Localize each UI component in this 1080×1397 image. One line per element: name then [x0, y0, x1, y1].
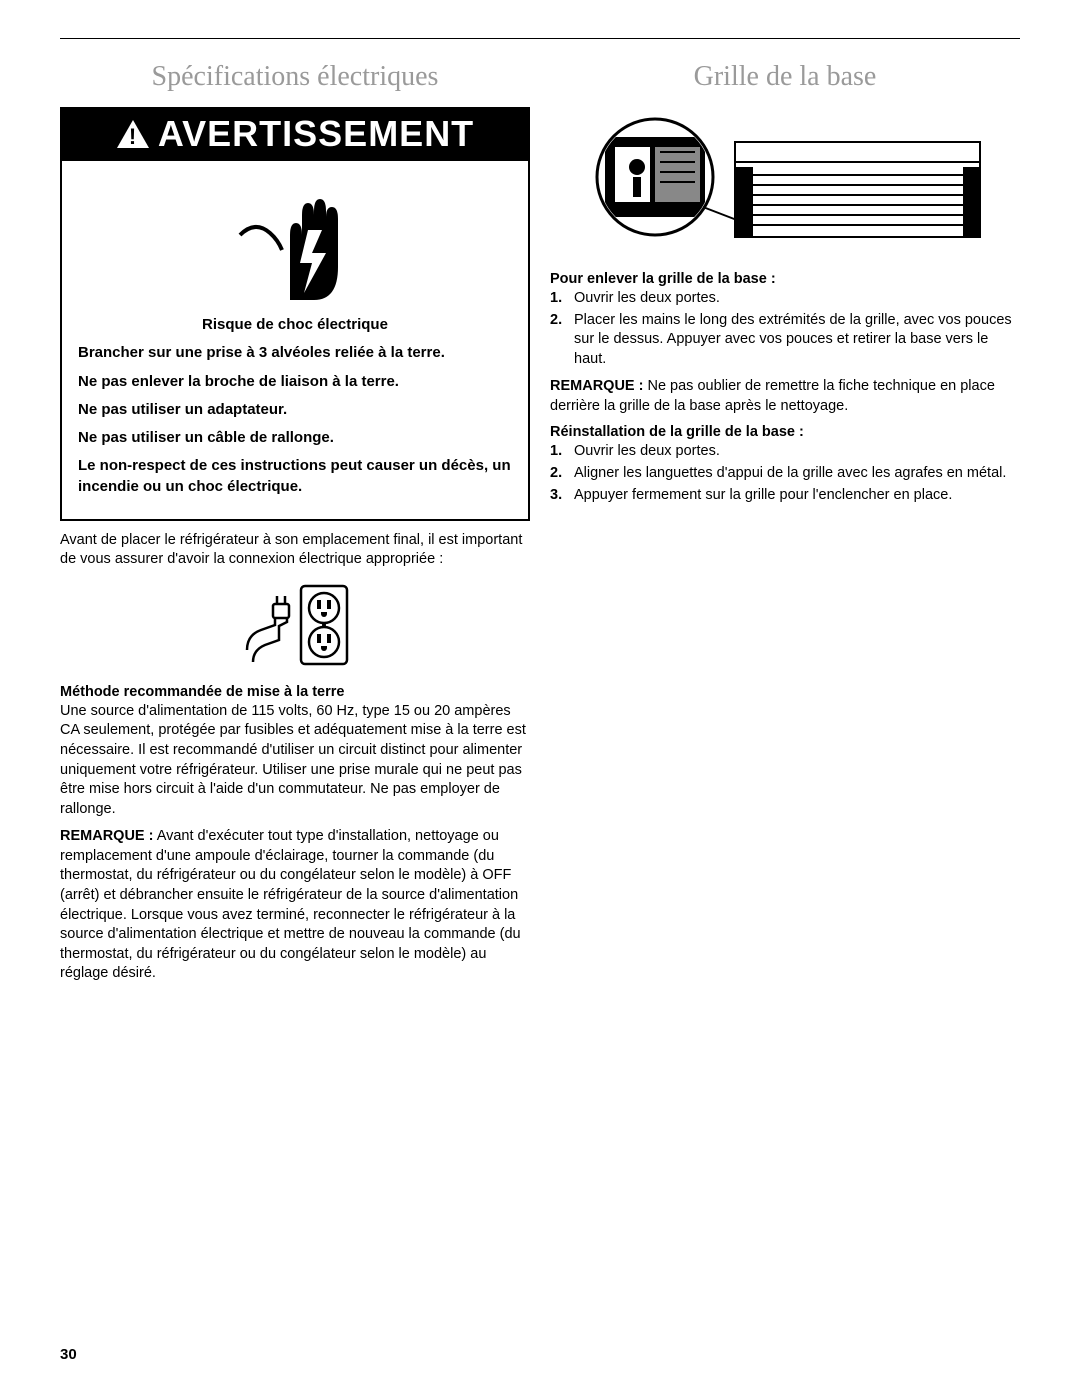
remove-heading: Pour enlever la grille de la base : [550, 271, 1020, 287]
list-item: Ouvrir les deux portes. [550, 442, 1020, 462]
left-intro-text: Avant de placer le réfrigérateur à son e… [60, 531, 530, 570]
warning-plug: Brancher sur une prise à 3 alvéoles reli… [78, 343, 512, 363]
remove-steps: Ouvrir les deux portes. Placer les mains… [550, 289, 1020, 369]
left-section-title: Spécifications électriques [60, 61, 530, 93]
warning-consequence: Le non-respect de ces instructions peut … [78, 456, 512, 497]
warning-banner: ! AVERTISSEMENT [62, 109, 528, 161]
warning-body: Risque de choc électrique Brancher sur u… [62, 315, 528, 519]
warning-no-remove: Ne pas enlever la broche de liaison à la… [78, 372, 512, 392]
reinstall-heading: Réinstallation de la grille de la base : [550, 424, 1020, 440]
right-remark-label: REMARQUE : [550, 378, 643, 394]
warning-no-adapter: Ne pas utiliser un adaptateur. [78, 400, 512, 420]
base-grille-icon [550, 107, 1020, 257]
left-remark: REMARQUE : Avant d'exécuter tout type d'… [60, 827, 530, 984]
plug-outlet-icon [60, 580, 530, 670]
right-column: Grille de la base [550, 61, 1020, 984]
list-item: Ouvrir les deux portes. [550, 289, 1020, 309]
two-column-layout: Spécifications électriques ! AVERTISSEME… [60, 61, 1020, 984]
list-item: Placer les mains le long des extrémités … [550, 311, 1020, 370]
warning-no-extension: Ne pas utiliser un câble de rallonge. [78, 428, 512, 448]
grounding-body: Une source d'alimentation de 115 volts, … [60, 702, 530, 819]
alert-triangle-icon: ! [116, 119, 150, 149]
svg-text:!: ! [129, 124, 137, 149]
left-intro: Avant de placer le réfrigérateur à son e… [60, 531, 530, 570]
shock-hand-icon [62, 161, 528, 315]
grounding-heading: Méthode recommandée de mise à la terre [60, 684, 530, 700]
reinstall-steps: Ouvrir les deux portes. Aligner les lang… [550, 442, 1020, 505]
warning-banner-text: AVERTISSEMENT [158, 113, 474, 155]
list-item: Appuyer fermement sur la grille pour l'e… [550, 486, 1020, 506]
list-item: Aligner les languettes d'appui de la gri… [550, 464, 1020, 484]
warning-risk: Risque de choc électrique [78, 315, 512, 335]
left-remark-body: Avant d'exécuter tout type d'installatio… [60, 828, 521, 981]
top-rule [60, 38, 1020, 39]
right-section-title: Grille de la base [550, 61, 1020, 93]
warning-box: ! AVERTISSEMENT Risque de choc électriqu… [60, 107, 530, 521]
right-remark: REMARQUE : Ne pas oublier de remettre la… [550, 377, 1020, 416]
page-number: 30 [60, 1346, 77, 1363]
left-remark-label: REMARQUE : [60, 828, 153, 844]
grounding-body-text: Une source d'alimentation de 115 volts, … [60, 702, 530, 819]
left-column: Spécifications électriques ! AVERTISSEME… [60, 61, 530, 984]
